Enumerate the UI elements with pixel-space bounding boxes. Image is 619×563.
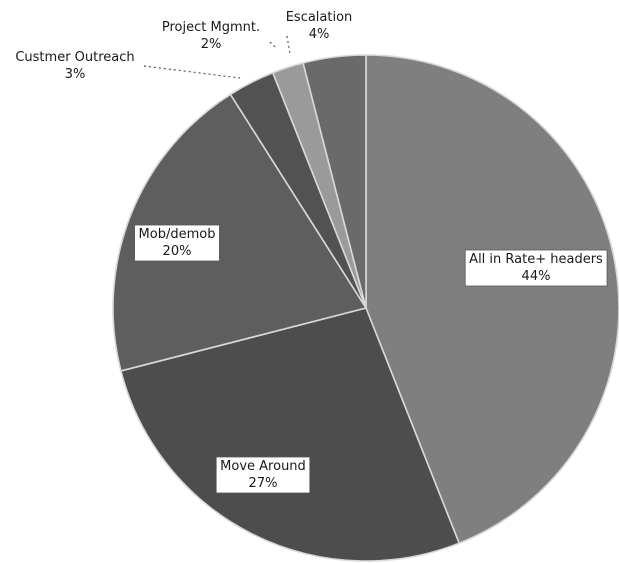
leader-lines — [143, 35, 291, 79]
slice-label-box — [464, 249, 608, 287]
slice-category-label: Escalation — [286, 10, 353, 25]
slice-category-label: Mob/demob — [139, 227, 216, 242]
pie-slice-all-in-rate-headers — [365, 54, 619, 545]
slice-label-box — [215, 456, 311, 494]
slice-label-box — [134, 224, 220, 262]
slice-value-label: 20% — [163, 244, 192, 259]
slice-value-label: 3% — [65, 67, 86, 82]
slice-category-label: Move Around — [220, 459, 306, 474]
pie-slice-escalation — [302, 54, 367, 309]
slice-value-label: 2% — [201, 37, 222, 52]
slice-value-label: 27% — [249, 476, 278, 491]
slice-category-label: All in Rate+ headers — [469, 252, 603, 267]
slice-category-label: Project Mgmnt. — [162, 20, 260, 35]
pie-slice-mob-demob — [112, 93, 368, 372]
slice-category-label: Custmer Outreach — [15, 50, 134, 65]
leader-line-project-mgmnt — [269, 41, 277, 49]
leader-line-custmer-outreach — [143, 65, 241, 79]
slice-value-label: 4% — [309, 27, 330, 42]
slice-value-label: 44% — [522, 269, 551, 284]
slice-label-project-mgmnt: Project Mgmnt. 2% — [162, 20, 260, 52]
slice-labels: All in Rate+ headers 44% Move Around 27% Mob… — [15, 10, 608, 494]
slice-label-mob-demob: Mob/demob 20% — [134, 224, 220, 262]
slice-label-move-around: Move Around 27% — [215, 456, 311, 494]
pie-slices — [112, 54, 619, 562]
slice-label-escalation: Escalation 4% — [286, 10, 353, 42]
slice-label-custmer-outreach: Custmer Outreach 3% — [15, 50, 134, 82]
slice-label-all-in-rate-headers: All in Rate+ headers 44% — [464, 249, 608, 287]
leader-line-escalation — [286, 35, 291, 55]
pie-slice-move-around — [119, 307, 461, 562]
